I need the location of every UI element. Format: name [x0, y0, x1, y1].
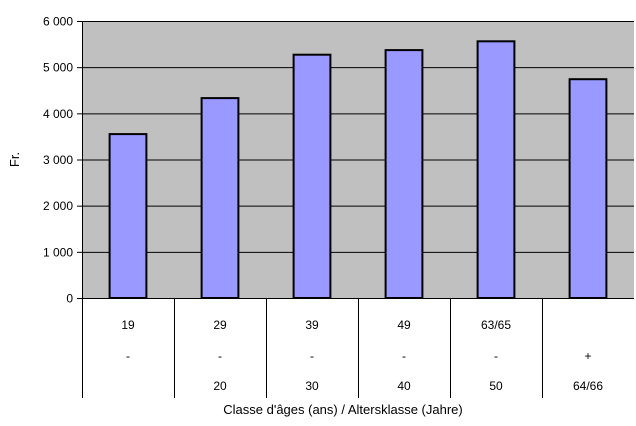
bars [108, 40, 608, 300]
bar [384, 49, 424, 299]
y-tick-label: 2 000 [43, 199, 73, 213]
y-tick-label: 3 000 [43, 153, 73, 167]
category-label: + [584, 349, 591, 363]
category-label: 39 [305, 318, 319, 332]
bar [200, 97, 240, 299]
category-label: 49 [397, 318, 411, 332]
bar [108, 133, 148, 299]
category-label: 50 [489, 379, 503, 393]
x-axis-title: Classe d'âges (ans) / Altersklasse (Jahr… [223, 402, 462, 417]
category-label: - [310, 349, 314, 363]
bar [568, 78, 608, 299]
y-tick-label: 0 [66, 292, 73, 306]
bar [476, 40, 516, 300]
category-label: - [402, 349, 406, 363]
category-label: - [126, 349, 130, 363]
gridlines [82, 21, 634, 253]
y-tick-label: 4 000 [43, 107, 73, 121]
category-label: 64/66 [573, 379, 603, 393]
category-label: 29 [213, 318, 227, 332]
category-label: - [218, 349, 222, 363]
category-label: 20 [213, 379, 227, 393]
y-tick-label: 6 000 [43, 15, 73, 29]
category-label: 63/65 [481, 318, 511, 332]
y-tick-labels: 0 1 000 2 000 3 000 4 000 5 000 6 000 [43, 15, 73, 306]
category-label: 19 [121, 318, 135, 332]
category-label: - [494, 349, 498, 363]
y-tick-label: 1 000 [43, 245, 73, 259]
category-table: 19 - 29 - 20 39 - 30 49 - 40 63/65 - 50 +64/66 [82, 298, 603, 398]
category-label: 30 [305, 379, 319, 393]
category-label: 40 [397, 379, 411, 393]
bar [292, 53, 332, 300]
y-tick-label: 5 000 [43, 61, 73, 75]
y-axis-title: Fr. [7, 152, 22, 167]
